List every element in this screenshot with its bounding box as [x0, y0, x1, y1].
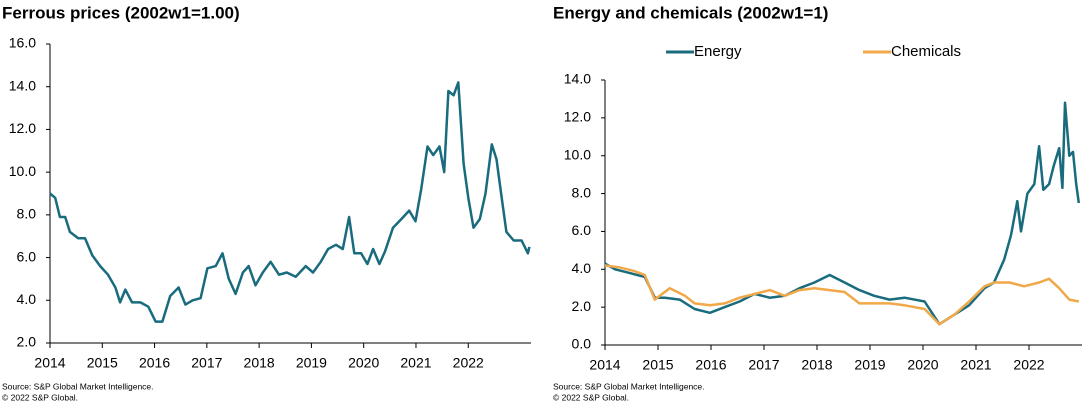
x-tick-label: 2020: [348, 355, 379, 371]
y-tick-label: 0.0: [572, 336, 592, 352]
copyright: © 2022 S&P Global.: [2, 392, 78, 402]
x-tick-label: 2016: [139, 355, 170, 371]
y-tick-label: 16.0: [9, 35, 36, 51]
y-tick-label: 14.0: [9, 77, 36, 93]
legend-label: Chemicals: [891, 43, 961, 60]
x-tick-label: 2015: [87, 355, 118, 371]
chart-title: Energy and chemicals (2002w1=1): [553, 3, 828, 22]
x-tick-label: 2014: [589, 357, 620, 373]
x-tick-label: 2020: [907, 357, 938, 373]
x-tick-label: 2018: [244, 355, 275, 371]
y-tick-label: 12.0: [9, 120, 36, 136]
y-tick-label: 4.0: [17, 291, 37, 307]
y-tick-label: 2.0: [572, 298, 592, 314]
y-tick-label: 4.0: [572, 260, 592, 276]
chart-title: Ferrous prices (2002w1=1.00): [2, 3, 240, 22]
source: Source: S&P Global Market Intelligence.: [553, 381, 705, 391]
y-tick-label: 12.0: [564, 109, 591, 125]
x-tick-label: 2021: [400, 355, 431, 371]
y-tick-label: 6.0: [17, 248, 37, 264]
y-tick-label: 2.0: [17, 334, 37, 350]
x-tick-label: 2014: [34, 355, 65, 371]
copyright: © 2022 S&P Global.: [553, 392, 629, 402]
source: Source: S&P Global Market Intelligence.: [2, 381, 154, 391]
x-tick-label: 2018: [801, 357, 832, 373]
x-tick-label: 2017: [748, 357, 779, 373]
x-tick-label: 2016: [695, 357, 726, 373]
y-tick-label: 10.0: [564, 146, 591, 162]
y-tick-label: 8.0: [572, 184, 592, 200]
x-tick-label: 2015: [642, 357, 673, 373]
x-tick-label: 2022: [1013, 357, 1044, 373]
x-tick-label: 2019: [296, 355, 327, 371]
series-line: [49, 81, 531, 323]
y-tick-label: 14.0: [564, 71, 591, 87]
y-tick-label: 8.0: [17, 206, 37, 222]
series-line: [604, 264, 1080, 326]
x-tick-label: 2021: [960, 357, 991, 373]
legend-label: Energy: [694, 43, 742, 60]
series-line: [604, 101, 1081, 326]
x-tick-label: 2019: [854, 357, 885, 373]
y-tick-label: 6.0: [572, 222, 592, 238]
x-tick-label: 2022: [453, 355, 484, 371]
y-tick-label: 10.0: [9, 163, 36, 179]
x-tick-label: 2017: [191, 355, 222, 371]
